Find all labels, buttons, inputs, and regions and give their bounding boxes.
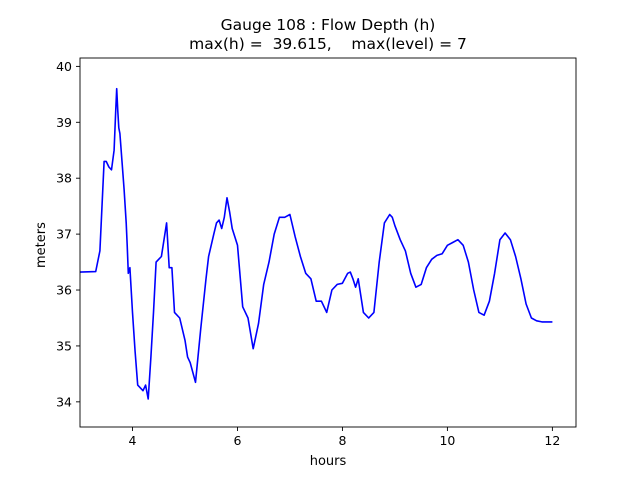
x-tick-label: 6 — [233, 433, 241, 448]
y-tick-label: 36 — [56, 283, 72, 298]
series-line-0 — [79, 87, 553, 400]
y-axis-label: meters — [34, 222, 49, 268]
y-tick-label: 39 — [56, 115, 72, 130]
y-tick-label: 35 — [56, 338, 72, 353]
plot-frame — [79, 57, 577, 428]
y-tick-label: 38 — [56, 171, 72, 186]
y-tick-label: 34 — [56, 394, 72, 409]
y-tick-label: 40 — [56, 59, 72, 74]
chart-title: Gauge 108 : Flow Depth (h) — [220, 16, 436, 34]
x-tick-label: 4 — [129, 433, 137, 448]
x-tick-label: 8 — [338, 433, 346, 448]
y-tick-label: 37 — [56, 227, 72, 242]
x-tick-label: 10 — [439, 433, 455, 448]
x-axis-label: hours — [309, 454, 347, 469]
x-tick-label: 12 — [544, 433, 560, 448]
chart-subtitle: max(h) = 39.615, max(level) = 7 — [189, 35, 467, 53]
